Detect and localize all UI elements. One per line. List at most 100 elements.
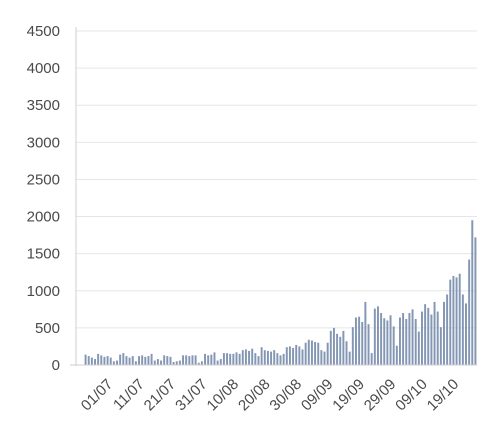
bar (389, 315, 392, 365)
bar (465, 303, 467, 365)
bar (147, 356, 150, 365)
bar (282, 353, 285, 365)
bar (329, 330, 332, 365)
bar (461, 294, 464, 365)
bar (122, 353, 125, 365)
bar (185, 355, 188, 365)
bar (182, 355, 185, 365)
bar (433, 301, 436, 365)
bar (229, 353, 232, 365)
bar (144, 356, 147, 365)
bar (345, 341, 348, 365)
bar (317, 342, 320, 365)
bar (232, 353, 235, 365)
bar (452, 275, 455, 365)
bar (175, 361, 178, 365)
bar (128, 357, 131, 365)
bar (94, 359, 96, 365)
bar (449, 279, 452, 365)
bar (172, 362, 175, 365)
bar (200, 361, 203, 365)
bar (248, 350, 251, 365)
bar (427, 307, 430, 365)
bar (376, 306, 379, 365)
bar (370, 353, 373, 365)
bar (320, 350, 323, 365)
bar (263, 350, 266, 365)
bar (90, 357, 93, 365)
bar (298, 346, 301, 365)
bar (443, 301, 445, 365)
bar (367, 324, 370, 365)
bar (301, 349, 304, 365)
bar (109, 357, 112, 365)
bar (194, 355, 197, 365)
bar (257, 356, 260, 365)
y-tick-label: 0 (52, 357, 60, 374)
bar (163, 355, 166, 365)
bar (386, 320, 389, 365)
bar (292, 347, 295, 365)
bar (295, 344, 298, 365)
bar (178, 360, 181, 365)
bar (100, 355, 103, 365)
bar (134, 361, 137, 365)
x-tick-label: 19/09 (329, 376, 368, 415)
y-tick-label: 4000 (27, 60, 60, 77)
bar (254, 353, 257, 365)
bar (392, 326, 395, 365)
bar (131, 356, 134, 365)
bar (210, 354, 213, 365)
bar (285, 347, 288, 365)
x-tick-label: 11/07 (110, 376, 148, 414)
bar (408, 313, 411, 365)
bar (219, 359, 222, 365)
bar (351, 327, 354, 365)
bar (87, 356, 90, 365)
x-tick-label: 10/08 (204, 376, 243, 415)
bar (138, 356, 140, 365)
bar (112, 361, 115, 365)
x-tick-label: 31/07 (172, 376, 211, 415)
x-tick-label: 21/07 (141, 376, 180, 415)
bar (361, 321, 364, 365)
bar (336, 333, 339, 365)
bar (399, 317, 401, 365)
x-tick-label: 20/08 (235, 376, 274, 415)
bar (166, 356, 169, 365)
bar (150, 353, 153, 365)
bar (260, 347, 263, 365)
bar (103, 356, 106, 365)
bar (471, 220, 474, 365)
bar (244, 349, 247, 365)
gridlines (76, 30, 477, 329)
bar (354, 317, 357, 365)
y-tick-label: 1500 (27, 246, 60, 263)
bar (342, 330, 345, 365)
bar (380, 313, 383, 365)
bar (395, 345, 398, 365)
bar (222, 353, 225, 365)
bar (153, 360, 156, 365)
bar (273, 350, 276, 365)
bar (226, 353, 229, 365)
bar (251, 348, 254, 365)
bar (348, 351, 351, 365)
bar (326, 342, 329, 365)
y-tick-label: 500 (35, 320, 60, 337)
bar (197, 362, 200, 365)
x-tick-label: 30/08 (266, 376, 305, 415)
bar (358, 316, 361, 365)
bar (307, 339, 310, 365)
bar (474, 237, 477, 365)
bar (430, 314, 433, 365)
bar (213, 352, 216, 365)
bar (332, 327, 335, 365)
x-tick-label: 09/10 (392, 376, 431, 415)
bar (84, 354, 87, 365)
bar (116, 360, 118, 365)
x-tick-label: 29/09 (361, 376, 400, 415)
bar (270, 351, 273, 365)
bar (446, 294, 449, 365)
